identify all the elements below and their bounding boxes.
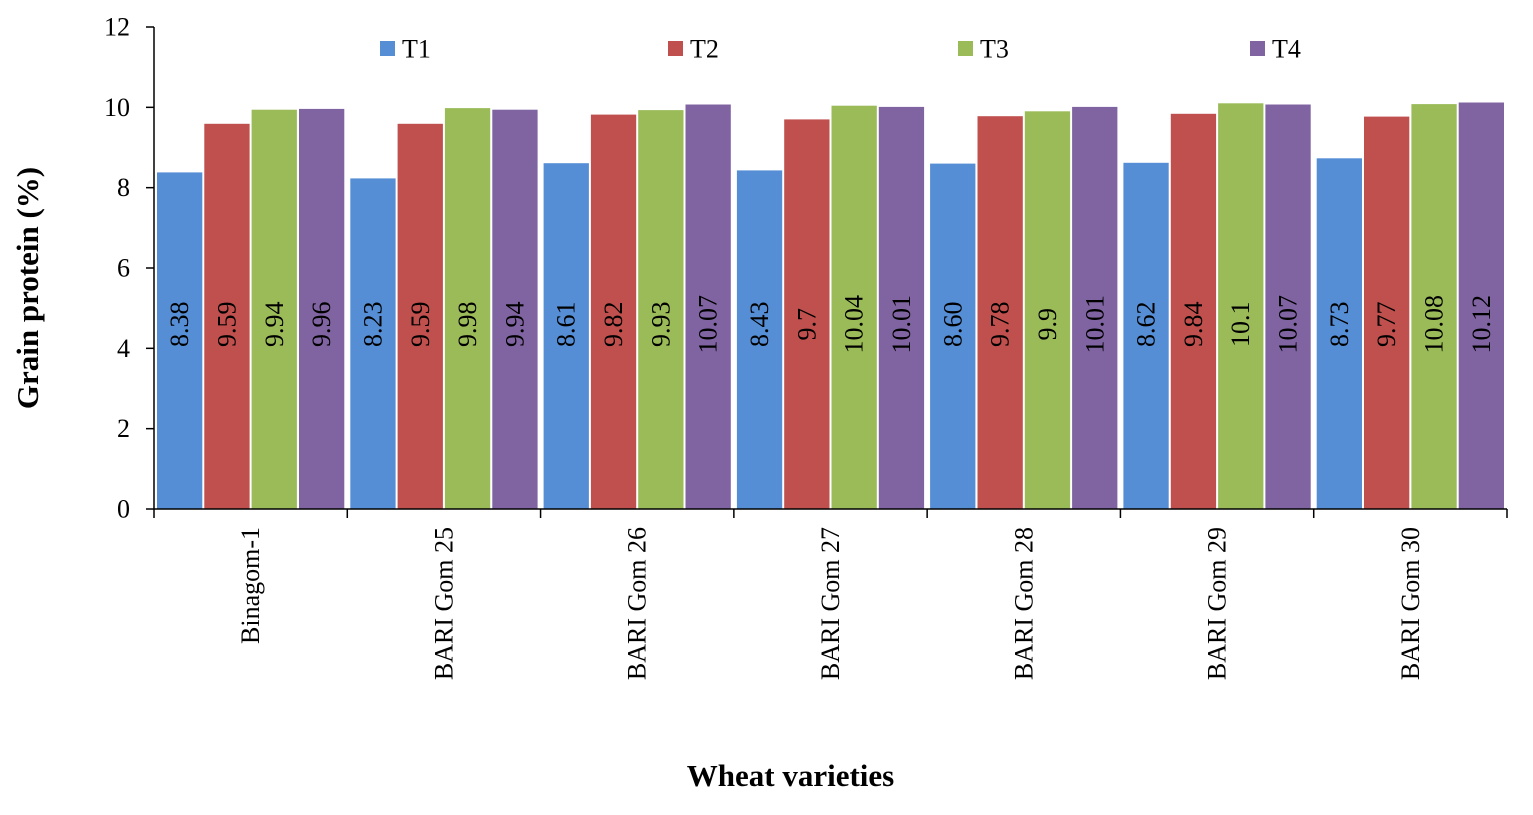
data-label-t4-6: 10.07 [1274,295,1303,354]
data-label-t1-7: 8.73 [1325,301,1354,347]
bar-t4-3 [685,104,731,509]
bars-layer: 8.38 8.23 8.61 8.43 8.60 8.62 8.73 9.59 9.59 9.82… [157,102,1504,510]
axes-layer: 0 2 4 6 8 10 12 Binagom-1 BARI Gom 25 BARI Gom 26… [104,13,1508,680]
bar-t2-7 [1364,116,1410,509]
y-tick-label: 12 [104,13,130,42]
bar-t1-2 [350,178,396,509]
bar-t2-1 [204,123,250,510]
data-label-t2-1: 9.59 [213,301,242,347]
bar-t3-1 [251,109,297,509]
data-label-t1-1: 8.38 [165,301,194,347]
x-category-label: BARI Gom 28 [1009,527,1038,680]
y-axis-title: Grain protein (%) [10,167,45,409]
data-label-t4-4: 10.01 [887,295,916,354]
bar-t3-5 [1024,111,1071,510]
data-label-t3-2: 9.98 [453,301,482,347]
legend-label: T4 [1272,35,1301,64]
bar-t4-5 [1072,106,1118,510]
legend: T1 T2 T3 T4 [380,35,1301,64]
legend-label: T3 [980,35,1009,64]
legend-swatch [958,41,973,56]
data-label-t3-5: 9.9 [1033,308,1062,341]
x-category-label: BARI Gom 30 [1396,527,1425,680]
data-label-t1-3: 8.61 [552,301,581,347]
bar-t3-3 [638,110,684,509]
data-label-t3-1: 9.94 [260,301,289,347]
bar-t2-6 [1170,113,1217,510]
bar-t1-1 [157,172,203,509]
bar-t4-2 [492,109,538,509]
data-label-t1-5: 8.60 [938,301,967,347]
data-label-t3-3: 9.93 [646,301,675,347]
data-label-t2-2: 9.59 [406,301,435,347]
data-label-t4-1: 9.96 [307,301,336,347]
data-label-t2-5: 9.78 [986,301,1015,347]
legend-item-t2: T2 [668,35,719,64]
bar-t2-2 [397,123,443,510]
y-tick-label: 8 [117,173,130,202]
legend-label: T1 [402,35,431,64]
legend-swatch [1250,41,1265,56]
legend-swatch [380,41,395,56]
bar-t4-6 [1265,104,1311,509]
data-label-t1-2: 8.23 [358,301,387,347]
data-label-t3-4: 10.04 [840,295,869,354]
bar-t4-1 [299,108,345,510]
bar-t4-7 [1458,102,1504,509]
data-label-t3-6: 10.1 [1226,301,1255,347]
data-label-t4-3: 10.07 [694,295,723,354]
bar-t2-4 [784,119,830,510]
bar-t3-4 [831,105,877,509]
legend-label: T2 [690,35,719,64]
bar-t1-7 [1316,158,1362,510]
data-label-t4-7: 10.12 [1467,295,1496,354]
x-category-label: Binagom-1 [236,527,265,644]
bar-t2-5 [977,116,1023,509]
legend-item-t1: T1 [380,35,431,64]
bar-t3-7 [1411,104,1457,509]
x-category-label: BARI Gom 27 [816,527,845,680]
data-label-t1-4: 8.43 [745,301,774,347]
x-category-label: BARI Gom 26 [623,527,652,680]
bar-t3-6 [1218,103,1264,510]
x-category-label: BARI Gom 25 [429,527,458,680]
y-tick-label: 6 [117,254,130,283]
data-label-t2-4: 9.7 [792,308,821,341]
x-axis-title: Wheat varieties [687,758,894,793]
y-tick-label: 0 [117,495,130,524]
legend-item-t3: T3 [958,35,1009,64]
y-tick-label: 2 [117,414,130,443]
data-label-t2-7: 9.77 [1372,301,1401,347]
legend-item-t4: T4 [1250,35,1301,64]
bar-t1-4 [736,170,783,509]
data-label-t4-2: 9.94 [500,301,529,347]
data-label-t2-6: 9.84 [1179,301,1208,347]
legend-swatch [668,41,683,56]
bar-t1-3 [543,163,589,509]
bar-t3-2 [444,108,491,509]
bar-t1-5 [930,163,976,509]
bar-t4-4 [878,106,925,510]
data-label-t1-6: 8.62 [1132,301,1161,347]
bar-t1-6 [1123,162,1169,510]
x-category-label: BARI Gom 29 [1203,527,1232,680]
data-label-t2-3: 9.82 [599,301,628,347]
data-label-t3-7: 10.08 [1420,295,1449,354]
y-tick-label: 4 [117,334,130,363]
data-label-t4-5: 10.01 [1080,295,1109,354]
y-tick-label: 10 [104,93,130,122]
bar-t2-3 [590,114,637,509]
